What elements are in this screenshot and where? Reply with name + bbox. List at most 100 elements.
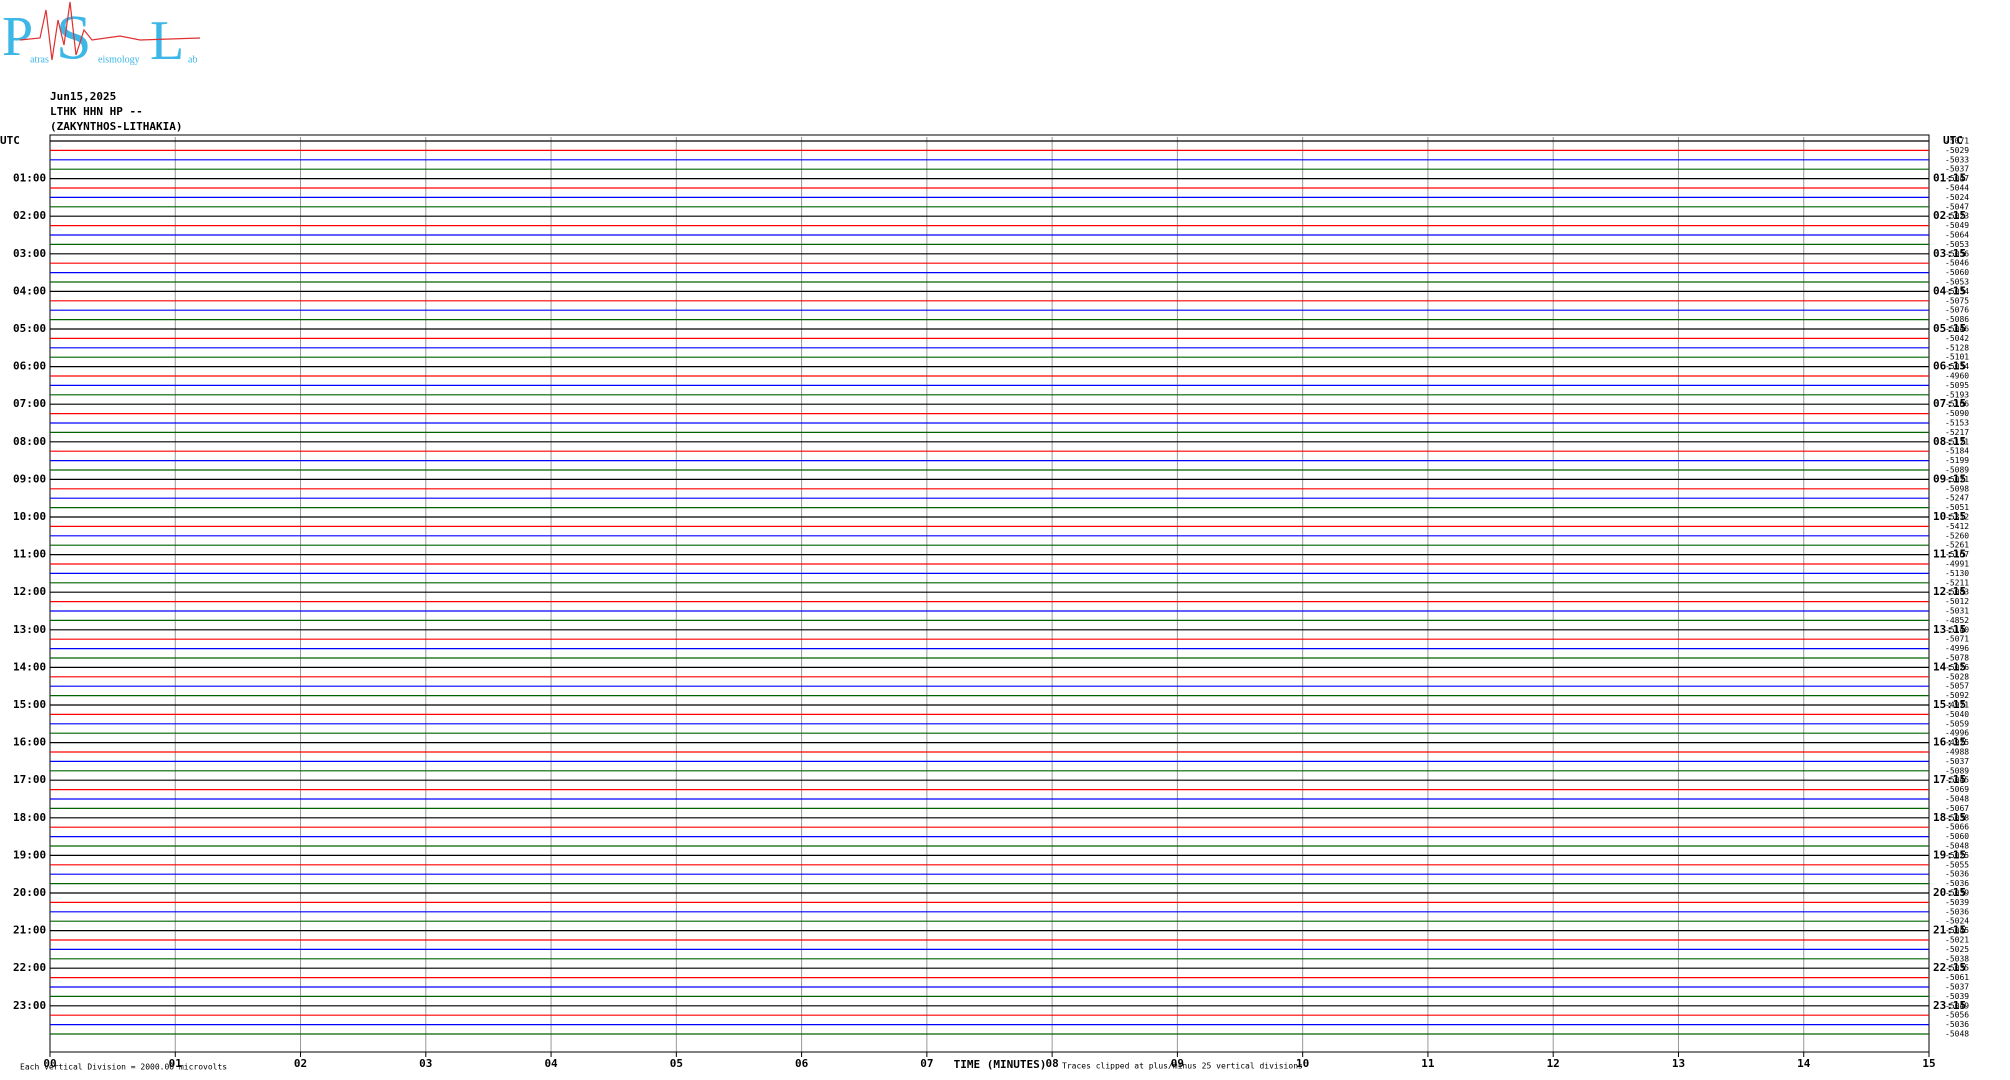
hour-label-right: 18:15	[1933, 811, 1966, 824]
x-tick-label: 01	[169, 1057, 183, 1070]
offset-label: -5038	[1945, 813, 1969, 822]
offset-label: -4996	[1945, 729, 1969, 738]
offset-label: -4996	[1945, 644, 1969, 653]
offset-label: -5028	[1945, 672, 1969, 681]
hour-label-right: UTC	[1943, 134, 1963, 147]
offset-label: -5193	[1945, 390, 1969, 399]
offset-label: -5047	[1945, 174, 1969, 183]
offset-label: -5312	[1945, 513, 1969, 522]
hour-label: 14:00	[13, 660, 46, 673]
hour-label: 04:00	[13, 284, 46, 297]
offset-label: -5049	[1945, 1001, 1969, 1010]
offset-label: -5098	[1945, 484, 1969, 493]
hour-label: 22:00	[13, 961, 46, 974]
offset-label: -5247	[1945, 494, 1969, 503]
offset-label: -5089	[1945, 466, 1969, 475]
offset-label: -5036	[1945, 870, 1969, 879]
x-tick-label: 14	[1797, 1057, 1811, 1070]
offset-label: -5045	[1945, 776, 1969, 785]
hour-label-right: 22:15	[1933, 961, 1966, 974]
offset-label: -5184	[1945, 447, 1969, 456]
offset-label: -4975	[1945, 738, 1969, 747]
offset-label: -5046	[1945, 325, 1969, 334]
hour-label: 12:00	[13, 585, 46, 598]
hour-label: 23:00	[13, 999, 46, 1012]
offset-label: -5039	[1945, 898, 1969, 907]
x-tick-label: 02	[294, 1057, 307, 1070]
offset-label: -5040	[1945, 710, 1969, 719]
offset-label: -5071	[1945, 137, 1969, 146]
offset-label: -5106	[1945, 400, 1969, 409]
offset-label: -5211	[1945, 578, 1969, 587]
hour-label: 18:00	[13, 811, 46, 824]
offset-label: -5153	[1945, 419, 1969, 428]
offset-label: -5101	[1945, 353, 1969, 362]
hour-label-right: 21:15	[1933, 924, 1966, 937]
x-tick-label: 09	[1171, 1057, 1184, 1070]
offset-label: -5047	[1945, 202, 1969, 211]
hour-label: 01:00	[13, 172, 46, 185]
offset-label: -5056	[1945, 1011, 1969, 1020]
x-tick-label: 07	[920, 1057, 933, 1070]
hour-label-right: 06:15	[1933, 360, 1966, 373]
offset-label: -5083	[1945, 588, 1969, 597]
hour-label-right: 19:15	[1933, 848, 1966, 861]
offset-label: -5024	[1945, 917, 1969, 926]
logo-word: atras	[30, 54, 49, 65]
division-note: Each Vertical Division = 2000.00 microvo…	[20, 1063, 227, 1072]
offset-label: -5024	[1945, 193, 1969, 202]
hour-label: 05:00	[13, 322, 46, 335]
offset-label: -4991	[1945, 560, 1969, 569]
hour-label-right: 02:15	[1933, 209, 1966, 222]
offset-label: -5060	[1945, 832, 1969, 841]
offset-label: -5059	[1945, 719, 1969, 728]
offset-label: -5036	[1945, 1020, 1969, 1029]
offset-label: -4971	[1945, 701, 1969, 710]
hour-label-right: 04:15	[1933, 284, 1966, 297]
hour-label-right: 11:15	[1933, 548, 1966, 561]
hour-label: 20:00	[13, 886, 46, 899]
hour-label: 07:00	[13, 397, 46, 410]
x-tick-label: 06	[795, 1057, 809, 1070]
hour-label-right: 20:15	[1933, 886, 1966, 899]
x-tick-label: 03	[419, 1057, 432, 1070]
hour-label-right: 12:15	[1933, 585, 1966, 598]
offset-label: -5095	[1945, 381, 1969, 390]
station: LTHK HHN HP --	[50, 105, 143, 118]
x-tick-label: 11	[1421, 1057, 1435, 1070]
offset-label: -5051	[1945, 503, 1969, 512]
offset-label: -5053	[1945, 240, 1969, 249]
offset-label: -5071	[1945, 635, 1969, 644]
offset-label: -5412	[1945, 522, 1969, 531]
hour-label: 03:00	[13, 247, 46, 260]
offset-label: -4852	[1945, 616, 1969, 625]
hour-label: 09:00	[13, 472, 46, 485]
hour-label: 08:00	[13, 435, 46, 448]
offset-label: -4960	[1945, 372, 1969, 381]
logo-letter: L	[150, 10, 184, 72]
offset-label: -5217	[1945, 428, 1969, 437]
logo-wave	[19, 1, 201, 61]
hour-label-right: 01:15	[1933, 172, 1966, 185]
hour-label: 16:00	[13, 736, 46, 749]
x-tick-label: 04	[544, 1057, 558, 1070]
clip-note: Traces clipped at plus/minus 25 vertical…	[1062, 1062, 1303, 1071]
offset-label: -5029	[1945, 146, 1969, 155]
plot-frame	[49, 134, 1930, 1053]
hour-label: 21:00	[13, 924, 46, 937]
offset-label: -5086	[1945, 315, 1969, 324]
offset-label: -5061	[1945, 973, 1969, 982]
offset-label: -5033	[1945, 155, 1969, 164]
hour-label: 15:00	[13, 698, 46, 711]
offset-label: -5031	[1945, 607, 1969, 616]
offset-label: -5037	[1945, 983, 1969, 992]
x-tick-label: 08	[1046, 1057, 1059, 1070]
offset-label: -5039	[1945, 992, 1969, 1001]
offset-label: -5067	[1945, 804, 1969, 813]
hour-label-right: 09:15	[1933, 472, 1966, 485]
offset-label: -5023	[1945, 212, 1969, 221]
hour-label: 06:00	[13, 360, 46, 373]
hour-label: 02:00	[13, 209, 46, 222]
offset-label: -5038	[1945, 954, 1969, 963]
